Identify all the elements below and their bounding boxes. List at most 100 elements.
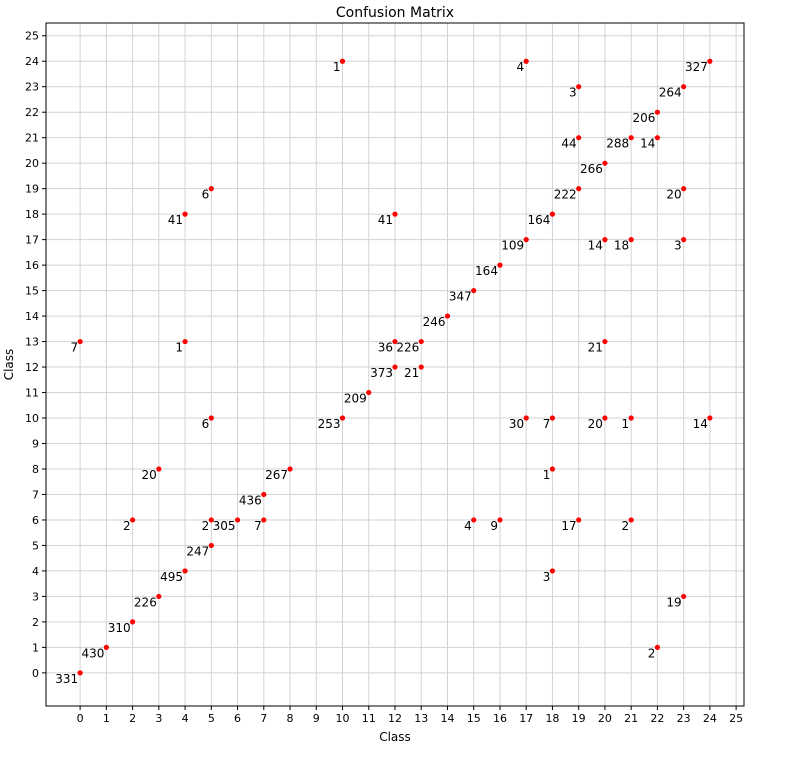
x-tick-label: 4 bbox=[182, 712, 189, 725]
x-tick-label: 12 bbox=[388, 712, 402, 725]
data-label: 9 bbox=[490, 519, 498, 533]
data-label: 1 bbox=[175, 341, 183, 355]
data-label: 430 bbox=[81, 646, 104, 660]
data-label: 18 bbox=[614, 239, 629, 253]
data-point bbox=[576, 186, 582, 192]
data-point bbox=[156, 593, 162, 600]
data-point bbox=[156, 466, 162, 472]
x-tick-label: 24 bbox=[703, 712, 717, 725]
data-point bbox=[602, 338, 608, 345]
data-point bbox=[628, 415, 634, 421]
data-label: 2 bbox=[648, 646, 656, 660]
data-point bbox=[182, 211, 188, 217]
data-point bbox=[339, 58, 346, 64]
data-point bbox=[208, 542, 214, 549]
y-tick-label: 5 bbox=[32, 539, 39, 552]
data-point bbox=[418, 338, 424, 345]
data-label: 7 bbox=[70, 341, 78, 355]
data-label: 288 bbox=[606, 137, 629, 151]
y-tick-label: 17 bbox=[25, 234, 39, 247]
x-tick-label: 14 bbox=[440, 712, 454, 725]
data-label: 14 bbox=[588, 239, 603, 253]
data-label: 1 bbox=[622, 417, 630, 431]
y-tick-label: 4 bbox=[32, 565, 39, 578]
y-tick-label: 2 bbox=[32, 616, 39, 629]
data-point bbox=[444, 313, 451, 319]
data-label: 3 bbox=[543, 570, 551, 584]
data-label: 6 bbox=[202, 188, 210, 202]
data-point bbox=[103, 644, 109, 650]
data-label: 164 bbox=[475, 264, 498, 278]
y-tick-label: 9 bbox=[32, 438, 39, 451]
data-point bbox=[182, 338, 188, 345]
y-tick-label: 0 bbox=[32, 667, 39, 680]
data-point bbox=[549, 211, 556, 217]
data-label: 1 bbox=[333, 60, 341, 74]
data-point bbox=[576, 84, 582, 90]
x-tick-label: 17 bbox=[519, 712, 533, 725]
data-label: 209 bbox=[344, 392, 367, 406]
y-tick-label: 16 bbox=[25, 259, 39, 272]
data-label: 4 bbox=[517, 60, 525, 74]
x-tick-label: 6 bbox=[234, 712, 241, 725]
x-tick-label: 5 bbox=[208, 712, 215, 725]
y-axis-ticks: 0123456789101112131415161718192021222324… bbox=[25, 30, 46, 680]
data-point bbox=[628, 517, 634, 523]
data-point bbox=[602, 160, 608, 166]
y-tick-label: 15 bbox=[25, 285, 39, 298]
data-point bbox=[366, 389, 372, 396]
data-point bbox=[576, 135, 582, 141]
x-tick-label: 10 bbox=[336, 712, 350, 725]
data-label: 436 bbox=[239, 493, 262, 507]
data-point bbox=[234, 517, 241, 523]
data-label: 164 bbox=[528, 213, 551, 227]
x-tick-label: 13 bbox=[414, 712, 428, 725]
data-label: 495 bbox=[160, 570, 183, 584]
data-label: 373 bbox=[370, 366, 393, 380]
data-point bbox=[707, 58, 713, 64]
data-point bbox=[549, 466, 556, 472]
data-point bbox=[707, 415, 713, 421]
x-tick-label: 16 bbox=[493, 712, 507, 725]
data-label: 331 bbox=[55, 672, 78, 686]
data-point bbox=[681, 237, 687, 243]
x-tick-label: 2 bbox=[129, 712, 136, 725]
data-label: 20 bbox=[142, 468, 157, 482]
data-point bbox=[418, 364, 424, 370]
x-tick-label: 11 bbox=[362, 712, 376, 725]
data-point bbox=[182, 568, 188, 574]
x-tick-label: 19 bbox=[572, 712, 586, 725]
data-label: 266 bbox=[580, 162, 603, 176]
grid bbox=[46, 23, 744, 706]
data-point bbox=[261, 517, 267, 523]
data-point bbox=[681, 84, 687, 90]
x-tick-label: 22 bbox=[650, 712, 664, 725]
data-label: 21 bbox=[404, 366, 419, 380]
data-label: 1 bbox=[543, 468, 551, 482]
y-tick-label: 6 bbox=[32, 514, 39, 527]
data-label: 109 bbox=[501, 239, 524, 253]
data-point bbox=[339, 415, 346, 421]
data-point bbox=[654, 109, 661, 115]
data-label: 2 bbox=[622, 519, 630, 533]
y-axis-label: Class bbox=[2, 349, 16, 381]
x-tick-label: 23 bbox=[677, 712, 691, 725]
data-label: 14 bbox=[693, 417, 708, 431]
data-point bbox=[628, 237, 634, 243]
data-label: 247 bbox=[186, 544, 209, 558]
data-label: 7 bbox=[254, 519, 262, 533]
data-point bbox=[392, 364, 398, 370]
data-point bbox=[392, 211, 398, 217]
data-label: 226 bbox=[134, 595, 157, 609]
x-tick-label: 21 bbox=[624, 712, 638, 725]
y-tick-label: 21 bbox=[25, 132, 39, 145]
data-point bbox=[549, 568, 556, 574]
x-tick-label: 3 bbox=[155, 712, 162, 725]
data-labels: 3314303102264952473054362672532093732262… bbox=[55, 60, 708, 686]
x-tick-label: 7 bbox=[260, 712, 267, 725]
data-points bbox=[77, 58, 713, 676]
data-label: 347 bbox=[449, 290, 472, 304]
y-tick-label: 1 bbox=[32, 641, 39, 654]
data-label: 2 bbox=[202, 519, 210, 533]
